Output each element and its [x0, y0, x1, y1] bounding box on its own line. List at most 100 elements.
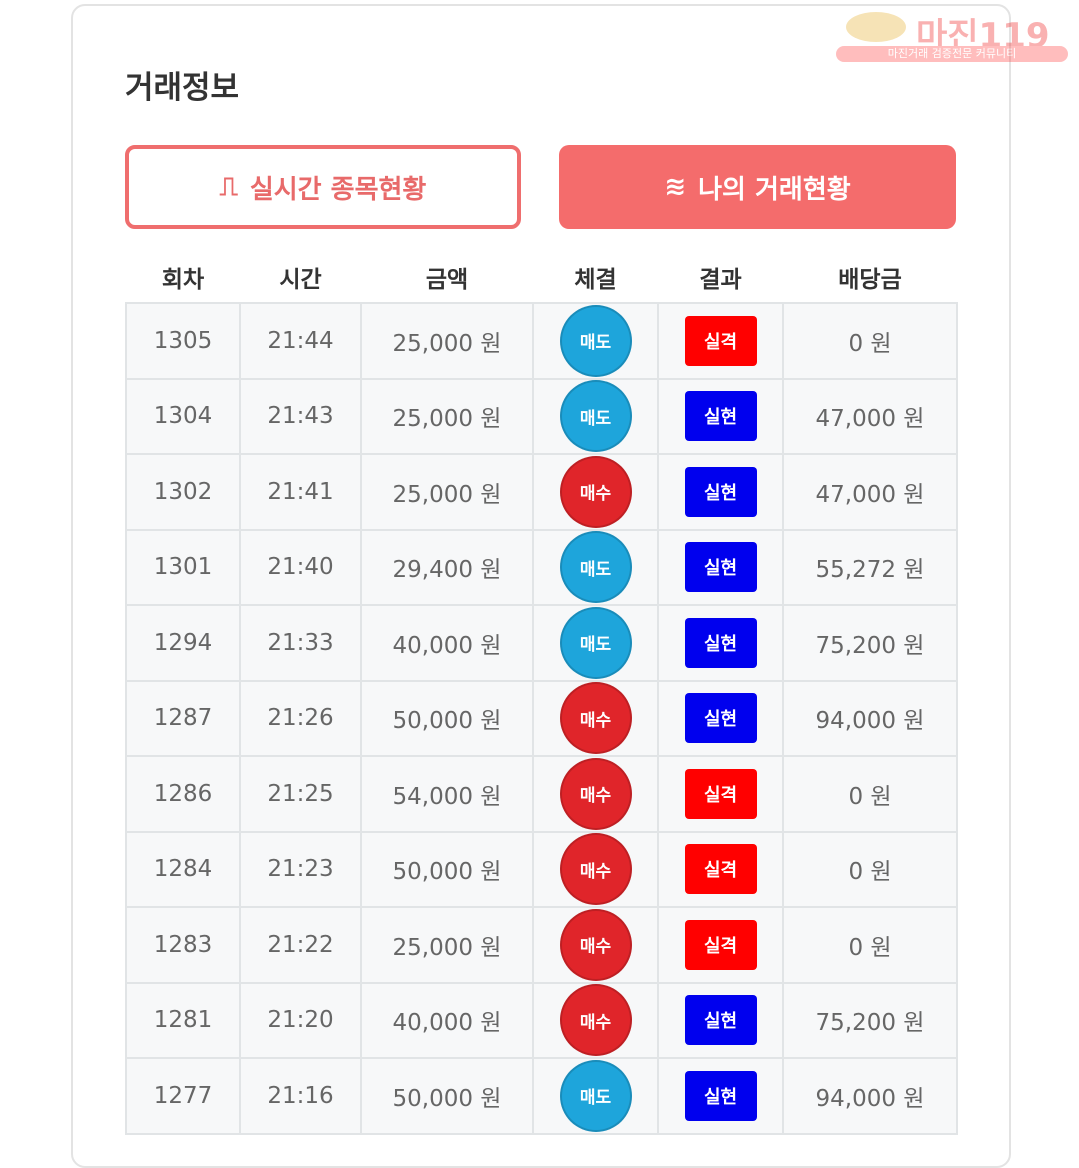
cell-text: 1286: [153, 780, 213, 807]
cell: 21:16: [239, 1057, 362, 1135]
cell-text: 21:22: [267, 931, 334, 958]
cell: 21:33: [239, 604, 362, 682]
column-header: 배당금: [838, 267, 902, 293]
cell: 47,000 원: [782, 377, 958, 455]
my-trades-button[interactable]: ≋ 나의 거래현황: [559, 145, 956, 229]
trade-type-badge: 매도: [559, 606, 632, 679]
cell: 75,200 원: [782, 604, 958, 682]
cell: 실격: [657, 755, 784, 833]
realtime-status-label: 실시간 종목현황: [249, 174, 427, 205]
cell: 실현: [657, 679, 784, 757]
table-row: 1283 21:22 25,000 원 매수 실격 0 원: [125, 906, 958, 984]
cell: 1287: [125, 679, 241, 757]
cell: 21:40: [239, 528, 362, 606]
cell-text: 0 원: [848, 934, 892, 961]
cell-text: 75,200 원: [815, 632, 925, 659]
table-row: 1286 21:25 54,000 원 매수 실격 0 원: [125, 755, 958, 833]
table-row: 1301 21:40 29,400 원 매도 실현 55,272 원: [125, 528, 958, 606]
cell: 47,000 원: [782, 453, 958, 531]
cell-text: 21:20: [267, 1007, 334, 1034]
result-badge: 실현: [684, 466, 757, 517]
table-row: 1302 21:41 25,000 원 매수 실현 47,000 원: [125, 453, 958, 531]
cell-text: 1305: [153, 327, 213, 354]
result-badge: 실현: [684, 995, 757, 1046]
cell-text: 0 원: [848, 783, 892, 810]
cell: 실격: [657, 830, 784, 908]
cell-text: 40,000 원: [392, 632, 502, 659]
column-header: 결과: [699, 267, 742, 293]
cell: 실현: [657, 453, 784, 531]
cell: 1281: [125, 981, 241, 1059]
cell: 25,000 원: [360, 302, 534, 380]
column-header: 체결: [574, 267, 617, 293]
cell: 25,000 원: [360, 453, 534, 531]
cell: 매도: [532, 1057, 659, 1135]
realtime-status-button[interactable]: ⎍ 실시간 종목현황: [125, 145, 521, 229]
cell-text: 1277: [153, 1082, 213, 1109]
cell: 21:26: [239, 679, 362, 757]
cell-text: 94,000 원: [815, 708, 925, 735]
cell-text: 25,000 원: [392, 934, 502, 961]
trade-type-badge: 매수: [559, 908, 632, 981]
cell: 매도: [532, 528, 659, 606]
my-trades-label: 나의 거래현황: [698, 174, 851, 205]
cell-text: 29,400 원: [392, 557, 502, 584]
trade-type-badge: 매도: [559, 531, 632, 604]
cell-text: 1287: [153, 705, 213, 732]
cell: 29,400 원: [360, 528, 534, 606]
cell: 매수: [532, 830, 659, 908]
result-badge: 실격: [684, 768, 757, 819]
cell: 50,000 원: [360, 1057, 534, 1135]
cell: 1286: [125, 755, 241, 833]
trade-type-badge: 매수: [559, 682, 632, 755]
cell: 실현: [657, 981, 784, 1059]
result-badge: 실격: [684, 315, 757, 366]
table-row: 1305 21:44 25,000 원 매도 실격 0 원: [125, 302, 958, 380]
cell-text: 25,000 원: [392, 406, 502, 433]
cell: 매수: [532, 453, 659, 531]
cell: 54,000 원: [360, 755, 534, 833]
cell: 실현: [657, 604, 784, 682]
result-badge: 실격: [684, 919, 757, 970]
cell: 55,272 원: [782, 528, 958, 606]
cell-text: 1301: [153, 554, 213, 581]
waves-icon: ≋: [664, 172, 687, 202]
cell-text: 1283: [153, 931, 213, 958]
cell-text: 21:43: [267, 403, 334, 430]
table-row: 1284 21:23 50,000 원 매수 실격 0 원: [125, 830, 958, 908]
cell-text: 50,000 원: [392, 708, 502, 735]
trade-table: 회차 시간 금액 체결 결과 배당금 1305 21:44 25,000 원 매도 실격 0 원 13…: [125, 252, 958, 1135]
cell: 21:44: [239, 302, 362, 380]
cell: 0 원: [782, 906, 958, 984]
cell-text: 21:41: [267, 478, 334, 505]
trade-type-badge: 매수: [559, 455, 632, 528]
cell: 21:23: [239, 830, 362, 908]
cell-text: 21:26: [267, 705, 334, 732]
trade-type-badge: 매수: [559, 757, 632, 830]
result-badge: 실현: [684, 391, 757, 442]
logo-text: 마진119: [916, 16, 1050, 56]
pulse-icon: ⎍: [219, 171, 238, 202]
cell: 50,000 원: [360, 830, 534, 908]
cell-text: 0 원: [848, 859, 892, 886]
cell: 21:20: [239, 981, 362, 1059]
cell: 실현: [657, 1057, 784, 1135]
cell-text: 25,000 원: [392, 330, 502, 357]
cell: 0 원: [782, 830, 958, 908]
trade-type-badge: 매도: [559, 304, 632, 377]
cell-text: 1302: [153, 478, 213, 505]
cell-text: 1281: [153, 1007, 213, 1034]
table-row: 1287 21:26 50,000 원 매수 실현 94,000 원: [125, 679, 958, 757]
trade-type-badge: 매수: [559, 833, 632, 906]
cell: 매수: [532, 679, 659, 757]
table-row: 1304 21:43 25,000 원 매도 실현 47,000 원: [125, 377, 958, 455]
result-badge: 실격: [684, 844, 757, 895]
cell: 1284: [125, 830, 241, 908]
cell: 1302: [125, 453, 241, 531]
cell: 매수: [532, 981, 659, 1059]
cell-text: 21:33: [267, 629, 334, 656]
cell-text: 94,000 원: [815, 1085, 925, 1112]
cell-text: 40,000 원: [392, 1010, 502, 1037]
cell: 매도: [532, 377, 659, 455]
cell: 매도: [532, 604, 659, 682]
